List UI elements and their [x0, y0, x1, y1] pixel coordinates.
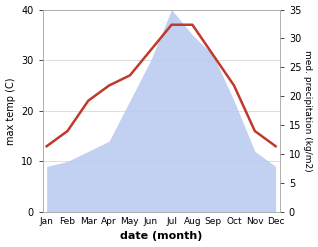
- Y-axis label: med. precipitation (kg/m2): med. precipitation (kg/m2): [303, 50, 313, 172]
- X-axis label: date (month): date (month): [120, 231, 202, 242]
- Y-axis label: max temp (C): max temp (C): [5, 77, 16, 144]
